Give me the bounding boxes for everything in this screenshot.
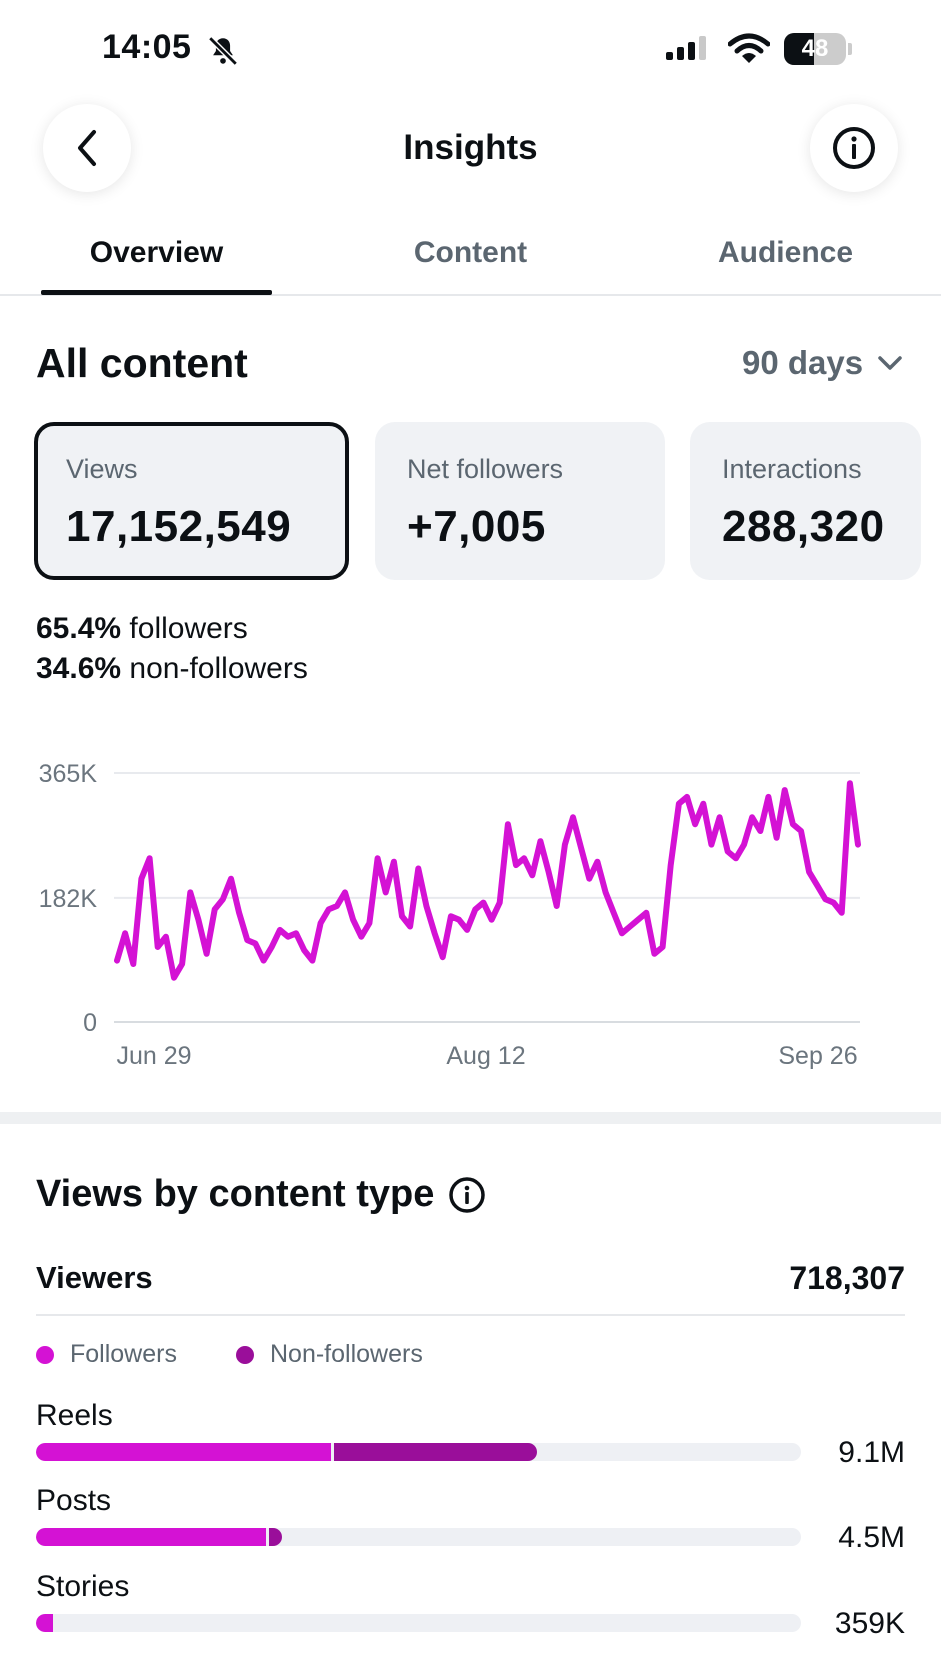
bar-label-posts: Posts bbox=[36, 1484, 112, 1517]
legend-label: Non-followers bbox=[270, 1340, 423, 1368]
battery-level: 48 bbox=[801, 35, 829, 62]
bar-segment-followers bbox=[36, 1443, 331, 1461]
legend-dot-non-followers bbox=[236, 1345, 254, 1364]
cellular-signal-icon bbox=[666, 36, 710, 60]
date-range-value: 90 days bbox=[742, 344, 864, 381]
views-series-line bbox=[114, 780, 861, 981]
y-tick-label: 182K bbox=[39, 885, 98, 913]
content-type-section-title: Views by content type bbox=[36, 1173, 486, 1216]
bar-track-stories bbox=[36, 1614, 801, 1632]
back-button[interactable] bbox=[43, 104, 131, 192]
x-tick-label: Jun 29 bbox=[116, 1042, 191, 1070]
bar-segment-followers bbox=[36, 1614, 53, 1632]
viewers-value: 718,307 bbox=[789, 1260, 905, 1296]
bar-label-stories: Stories bbox=[36, 1570, 130, 1603]
split-non-followers: 34.6% non-followers bbox=[36, 652, 308, 686]
chevron-left-icon bbox=[78, 130, 96, 166]
metric-label: Views bbox=[66, 454, 138, 484]
bar-value-stories: 359K bbox=[834, 1607, 905, 1640]
x-tick-label: Aug 12 bbox=[446, 1042, 525, 1070]
split-label: followers bbox=[129, 612, 248, 645]
info-button[interactable] bbox=[810, 104, 898, 192]
bar-segment-non-followers bbox=[333, 1443, 538, 1461]
battery-icon: 48 bbox=[784, 33, 846, 65]
tab-content[interactable]: Content bbox=[413, 236, 528, 269]
battery-cap bbox=[848, 43, 852, 55]
page-title: Insights bbox=[403, 128, 538, 167]
chevron-down-icon bbox=[878, 356, 902, 370]
bar-track-reels bbox=[36, 1443, 801, 1461]
views-line-chart: 365K 182K 0 Jun 29 Aug 12 Sep 26 bbox=[39, 760, 861, 1070]
viewers-label: Viewers bbox=[36, 1260, 153, 1295]
metric-value: +7,005 bbox=[407, 502, 546, 551]
content-type-title: Views by content type bbox=[36, 1173, 435, 1215]
legend-non-followers: Non-followers bbox=[236, 1340, 423, 1369]
bar-segment-non-followers bbox=[268, 1528, 283, 1546]
section-divider bbox=[0, 1112, 941, 1124]
bar-track-posts bbox=[36, 1528, 801, 1546]
metric-card-interactions[interactable]: Interactions 288,320 bbox=[690, 422, 921, 580]
metric-card-net-followers[interactable]: Net followers +7,005 bbox=[375, 422, 665, 580]
date-range-dropdown[interactable]: 90 days bbox=[742, 344, 903, 382]
metric-value: 17,152,549 bbox=[66, 502, 292, 551]
legend-dot-followers bbox=[36, 1345, 54, 1364]
bar-label-reels: Reels bbox=[36, 1399, 113, 1432]
bar-value-reels: 9.1M bbox=[838, 1436, 905, 1469]
tabs-divider bbox=[0, 294, 941, 296]
tab-audience[interactable]: Audience bbox=[717, 236, 854, 269]
metric-label: Net followers bbox=[407, 454, 564, 484]
legend-followers: Followers bbox=[36, 1340, 177, 1369]
status-time: 14:05 bbox=[102, 28, 192, 66]
split-followers: 65.4% followers bbox=[36, 612, 248, 646]
y-tick-label: 365K bbox=[39, 760, 98, 788]
legend-label: Followers bbox=[70, 1340, 177, 1368]
metric-value: 288,320 bbox=[722, 502, 885, 551]
tab-overview[interactable]: Overview bbox=[89, 236, 224, 269]
split-percent: 65.4% bbox=[36, 612, 122, 645]
split-percent: 34.6% bbox=[36, 652, 122, 685]
bar-value-posts: 4.5M bbox=[838, 1521, 905, 1554]
y-tick-label: 0 bbox=[83, 1009, 97, 1037]
x-tick-label: Sep 26 bbox=[778, 1042, 857, 1070]
info-icon[interactable] bbox=[448, 1176, 486, 1214]
metric-card-views[interactable]: Views 17,152,549 bbox=[34, 422, 349, 580]
metric-label: Interactions bbox=[722, 454, 862, 484]
viewers-divider bbox=[36, 1314, 905, 1316]
info-icon bbox=[833, 127, 875, 169]
wifi-icon bbox=[728, 33, 770, 63]
bell-muted-icon bbox=[208, 36, 238, 66]
section-title: All content bbox=[36, 340, 248, 386]
split-label: non-followers bbox=[129, 652, 308, 685]
active-tab-indicator bbox=[41, 290, 272, 295]
bar-segment-followers bbox=[36, 1528, 266, 1546]
